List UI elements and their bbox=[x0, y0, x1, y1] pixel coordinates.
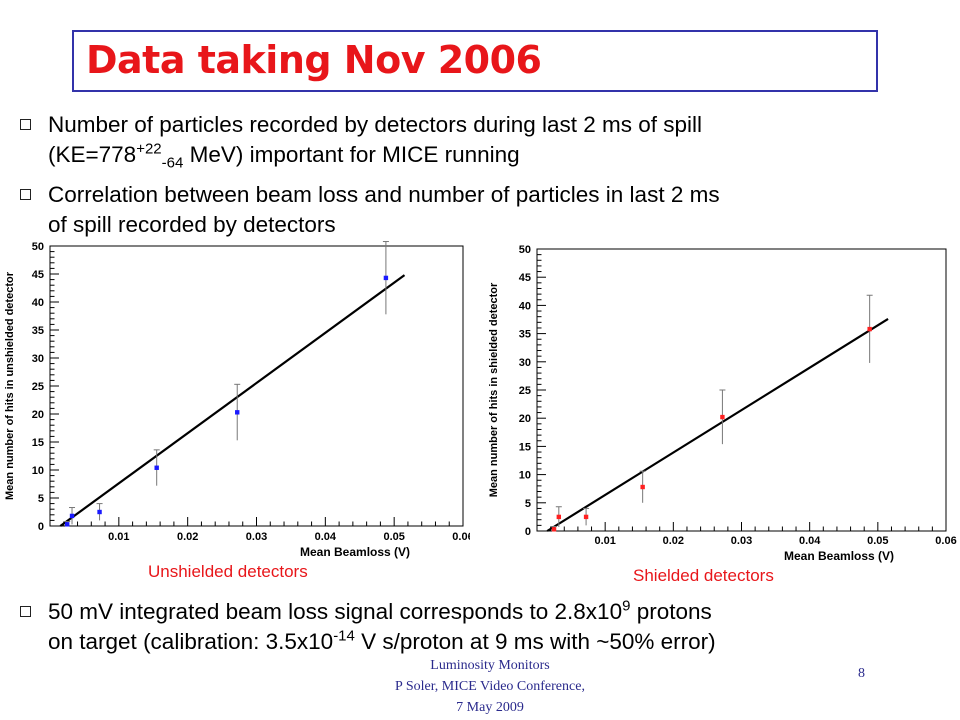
y-tick-label: 45 bbox=[32, 269, 44, 281]
y-tick-label: 35 bbox=[32, 325, 44, 337]
x-axis-label: Mean Beamloss (V) bbox=[784, 549, 894, 563]
y-tick-label: 5 bbox=[38, 493, 44, 505]
y-tick-label: 30 bbox=[32, 353, 44, 365]
x-tick-label: 0.01 bbox=[108, 531, 129, 543]
plot-frame-unshielded: 0.01 0.02 0.03 0.04 0.05 0.06 0 5 10 15 20 25 30 35 40… bbox=[0, 240, 474, 562]
bullet-1-line-1: Number of particles recorded by detector… bbox=[48, 112, 703, 137]
y-tick-label: 0 bbox=[38, 521, 44, 533]
y-tick-label: 30 bbox=[519, 357, 531, 369]
y-axis-label: Mean number of hits in shielded detector bbox=[488, 282, 500, 497]
x-tick-label: 0.05 bbox=[383, 531, 404, 543]
footer-line-3: 7 May 2009 bbox=[456, 700, 524, 715]
x-tick-label: 0.03 bbox=[731, 535, 752, 547]
y-tick-label: 50 bbox=[32, 241, 44, 253]
x-axis-label: Mean Beamloss (V) bbox=[300, 545, 410, 559]
y-tick-label: 45 bbox=[519, 272, 531, 284]
y-tick-label: 15 bbox=[32, 437, 44, 449]
bullet-1: Number of particles recorded by detector… bbox=[20, 110, 940, 174]
x-tick-label: 0.01 bbox=[594, 535, 615, 547]
y-tick-label: 25 bbox=[32, 381, 44, 393]
caption-unshielded: Unshielded detectors bbox=[148, 562, 308, 581]
data-point bbox=[97, 509, 102, 515]
y-tick-label: 40 bbox=[32, 297, 44, 309]
bullet-1-line-2: (KE=778+22-64 MeV) important for MICE ru… bbox=[48, 140, 520, 172]
x-tick-label: 0.04 bbox=[315, 531, 337, 543]
bullet-square-icon bbox=[20, 606, 31, 617]
data-point bbox=[640, 484, 645, 490]
x-tick-label: 0.05 bbox=[867, 535, 888, 547]
x-tick-label: 0.04 bbox=[799, 535, 821, 547]
data-point bbox=[235, 410, 240, 415]
x-tick-label: 0.06 bbox=[452, 531, 470, 543]
slide-title-box: Data taking Nov 2006 bbox=[72, 30, 878, 92]
data-point bbox=[720, 414, 725, 420]
data-point bbox=[556, 514, 562, 520]
x-tick-label: 0.02 bbox=[663, 535, 684, 547]
footer-line-1: Luminosity Monitors bbox=[430, 658, 550, 673]
bullet-square-icon bbox=[20, 119, 31, 130]
plot-frame-shielded: 0.01 0.02 0.03 0.04 0.05 0.06 0 5 10 15 20 25 30 35 40… bbox=[484, 240, 958, 565]
data-point bbox=[69, 513, 75, 519]
chart-shielded: 0.01 0.02 0.03 0.04 0.05 0.06 0 5 10 15 20 25 30 35 40… bbox=[488, 244, 957, 563]
bullet-3-line-1: 50 mV integrated beam loss signal corres… bbox=[48, 597, 712, 625]
plot-area bbox=[536, 248, 947, 532]
data-point bbox=[154, 465, 159, 470]
footer-line-2: P Soler, MICE Video Conference, bbox=[395, 679, 585, 694]
bullet-3-line-2: on target (calibration: 3.5x10-14 V s/pr… bbox=[48, 627, 716, 655]
data-point bbox=[65, 522, 70, 527]
data-point bbox=[383, 275, 389, 281]
x-tick-label: 0.03 bbox=[246, 531, 267, 543]
y-tick-label: 40 bbox=[519, 300, 531, 312]
y-axis-label: Mean number of hits in unshielded detect… bbox=[4, 271, 16, 500]
y-tick-label: 15 bbox=[519, 441, 531, 453]
y-tick-label: 5 bbox=[525, 498, 531, 510]
fit-line bbox=[59, 274, 406, 527]
y-tick-label: 20 bbox=[32, 409, 44, 421]
data-point bbox=[583, 514, 589, 520]
slide-title: Data taking Nov 2006 bbox=[86, 38, 542, 82]
bullet-3: 50 mV integrated beam loss signal corres… bbox=[20, 597, 940, 659]
y-tick-label: 25 bbox=[519, 385, 531, 397]
y-tick-label: 50 bbox=[519, 244, 531, 256]
data-point bbox=[867, 326, 872, 332]
x-tick-label: 0.02 bbox=[177, 531, 198, 543]
bullet-2: Correlation between beam loss and number… bbox=[20, 180, 940, 244]
y-tick-label: 10 bbox=[32, 465, 44, 477]
bullet-2-line-2: of spill recorded by detectors bbox=[48, 212, 336, 237]
y-tick-label: 10 bbox=[519, 470, 531, 482]
y-tick-label: 0 bbox=[525, 526, 531, 538]
plot-area bbox=[49, 245, 464, 527]
data-point bbox=[551, 527, 557, 532]
caption-shielded: Shielded detectors bbox=[633, 566, 774, 585]
chart-unshielded: 0.01 0.02 0.03 0.04 0.05 0.06 0 5 10 15 20 25 30 35 40… bbox=[4, 241, 474, 559]
y-tick-label: 20 bbox=[519, 413, 531, 425]
fit-line bbox=[546, 318, 889, 532]
bullet-2-line-1: Correlation between beam loss and number… bbox=[48, 182, 720, 207]
bullet-square-icon bbox=[20, 189, 31, 200]
page-number: 8 bbox=[858, 666, 865, 681]
footer-credit: Luminosity Monitors P Soler, MICE Video … bbox=[340, 655, 640, 718]
y-tick-label: 35 bbox=[519, 329, 531, 341]
x-tick-label: 0.06 bbox=[935, 535, 956, 547]
